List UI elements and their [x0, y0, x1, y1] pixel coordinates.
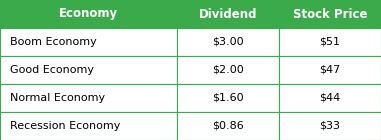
Text: $3.00: $3.00 — [213, 37, 244, 47]
Text: Dividend: Dividend — [199, 8, 258, 20]
Bar — [279, 112, 381, 140]
Bar — [177, 0, 279, 28]
Text: Good Economy: Good Economy — [10, 65, 93, 75]
Bar — [279, 56, 381, 84]
Text: $2.00: $2.00 — [212, 65, 244, 75]
Bar — [177, 56, 279, 84]
Bar — [177, 28, 279, 56]
Bar — [279, 0, 381, 28]
Bar — [0, 0, 177, 28]
Bar — [279, 84, 381, 112]
Text: $0.86: $0.86 — [212, 121, 244, 131]
Bar — [0, 28, 177, 56]
Text: Economy: Economy — [59, 8, 118, 20]
Text: $33: $33 — [320, 121, 341, 131]
Text: $1.60: $1.60 — [213, 93, 244, 103]
Bar — [0, 56, 177, 84]
Text: $44: $44 — [319, 93, 341, 103]
Bar — [279, 28, 381, 56]
Bar — [177, 112, 279, 140]
Text: $51: $51 — [320, 37, 341, 47]
Text: $47: $47 — [319, 65, 341, 75]
Bar — [0, 84, 177, 112]
Bar — [0, 112, 177, 140]
Bar — [177, 84, 279, 112]
Text: Normal Economy: Normal Economy — [10, 93, 105, 103]
Text: Stock Price: Stock Price — [293, 8, 367, 20]
Text: Boom Economy: Boom Economy — [10, 37, 96, 47]
Text: Recession Economy: Recession Economy — [10, 121, 120, 131]
